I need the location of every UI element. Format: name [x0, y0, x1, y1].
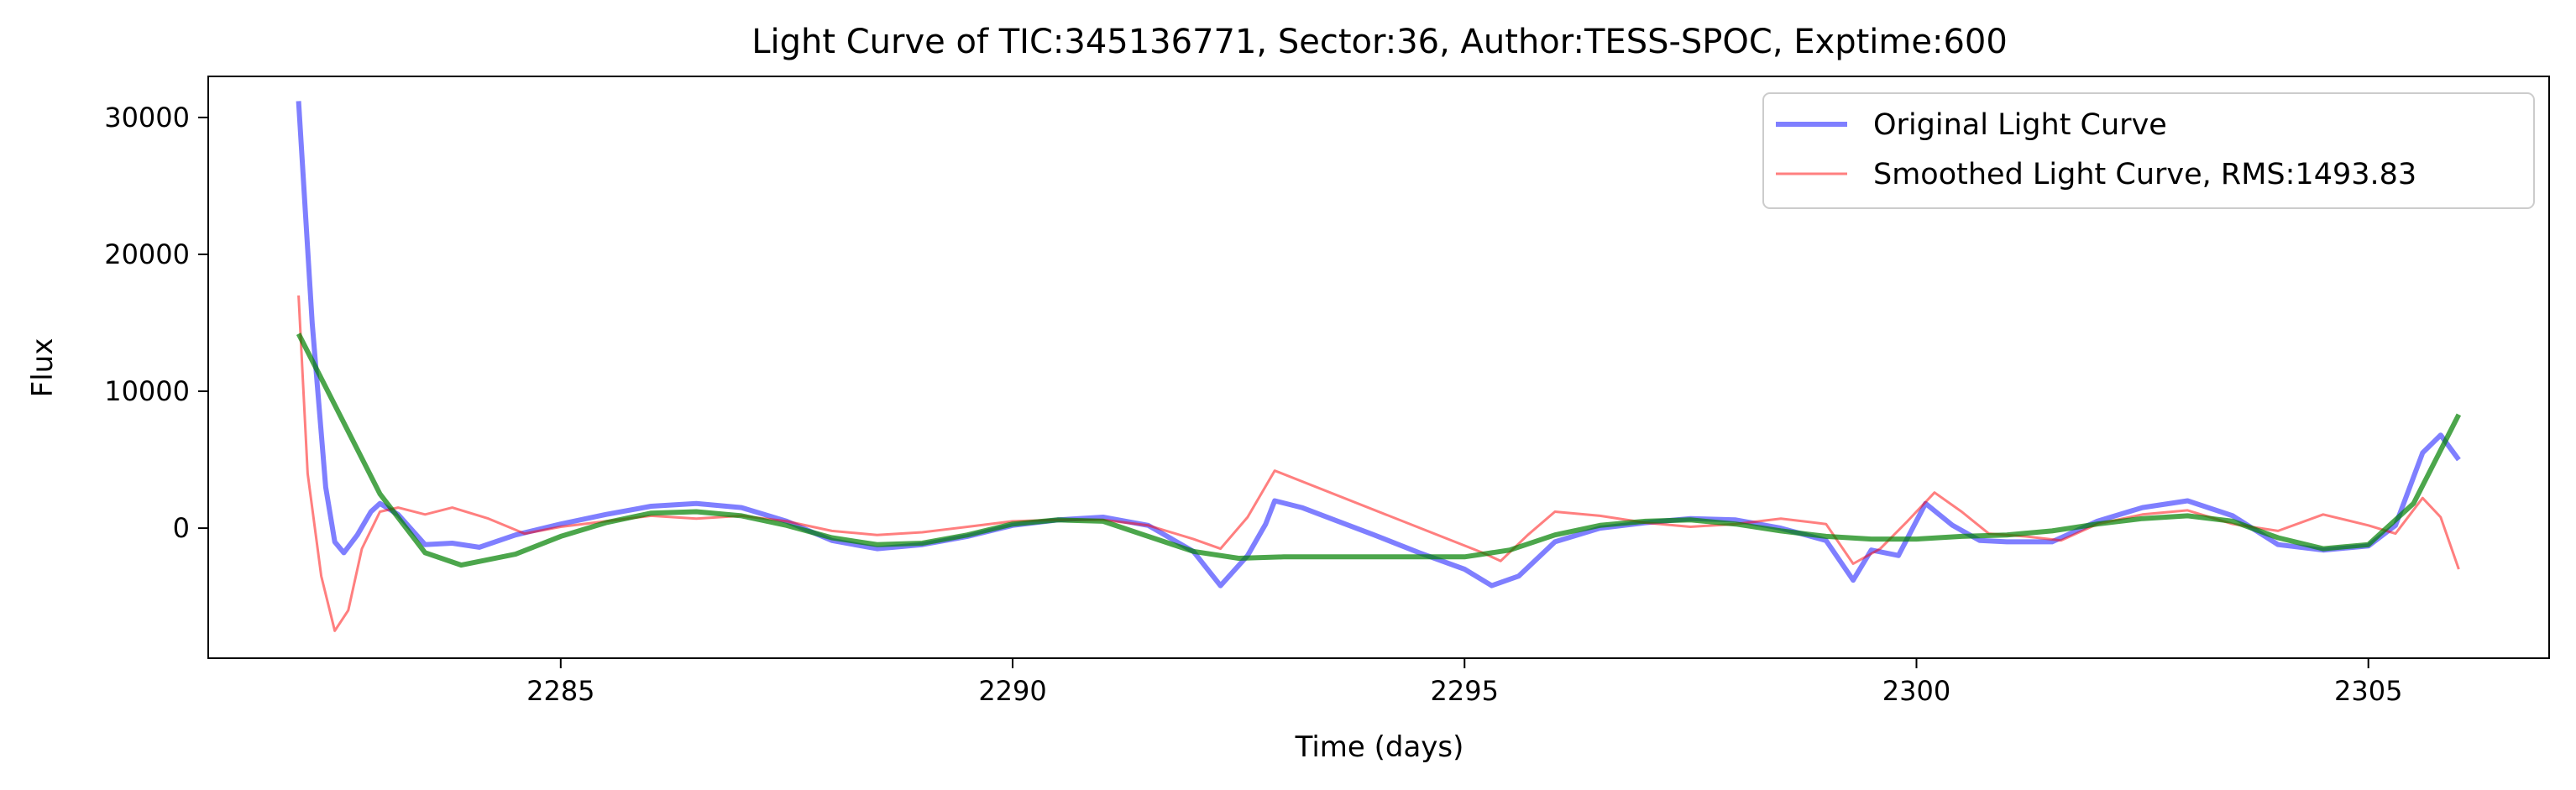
- y-axis-ticks: 0 10000 20000 30000: [104, 102, 208, 544]
- x-axis-label: Time (days): [1295, 730, 1464, 764]
- plot-frame: [207, 76, 2550, 659]
- y-tick-label: 20000: [104, 238, 190, 270]
- series-layer: [296, 101, 2462, 632]
- x-tick-label: 2290: [978, 675, 1046, 707]
- legend-frame: [1762, 92, 2535, 209]
- x-axis-ticks: 2285 2290 2295 2300 2305: [526, 658, 2402, 707]
- legend-label-original: Original Light Curve: [1873, 108, 2167, 142]
- y-axis-label: Flux: [26, 338, 60, 398]
- series-line-2: [296, 332, 2462, 568]
- legend: Original Light Curve Smoothed Light Curv…: [1762, 92, 2535, 209]
- y-tick-label: 0: [173, 512, 190, 544]
- x-tick-label: 2295: [1431, 675, 1499, 707]
- legend-label-smoothed: Smoothed Light Curve, RMS:1493.83: [1873, 158, 2416, 191]
- x-tick-label: 2285: [526, 675, 594, 707]
- x-tick-label: 2300: [1882, 675, 1950, 707]
- chart-title: Light Curve of TIC:345136771, Sector:36,…: [751, 23, 2008, 61]
- y-tick-label: 30000: [104, 102, 190, 133]
- x-tick-label: 2305: [2334, 675, 2402, 707]
- y-tick-label: 10000: [104, 375, 190, 407]
- series-line-0: [296, 101, 2461, 589]
